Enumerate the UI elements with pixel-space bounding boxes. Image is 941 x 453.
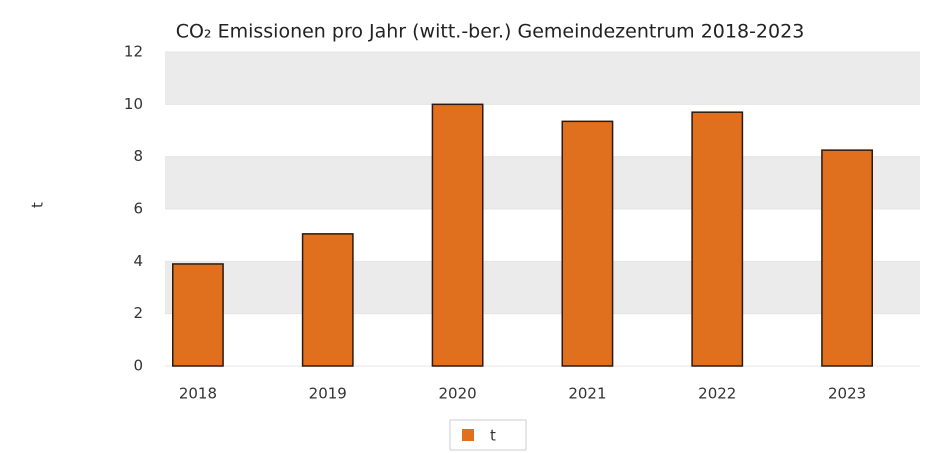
chart-title: CO₂ Emissionen pro Jahr (witt.-ber.) Gem… bbox=[176, 21, 805, 43]
grid-band bbox=[165, 261, 920, 314]
bar bbox=[301, 233, 354, 367]
x-tick-label: 2018 bbox=[179, 385, 217, 403]
x-tick-label: 2021 bbox=[568, 385, 606, 403]
x-tick-label: 2020 bbox=[438, 385, 476, 403]
legend-box bbox=[449, 419, 527, 451]
legend-swatch bbox=[462, 429, 474, 441]
grid-band bbox=[165, 156, 920, 209]
x-tick-label: 2019 bbox=[309, 385, 347, 403]
y-axis-label: t bbox=[29, 202, 47, 208]
y-tick-label: 4 bbox=[133, 252, 143, 270]
y-tick-label: 8 bbox=[133, 147, 143, 165]
y-tick-label: 0 bbox=[133, 357, 143, 375]
y-tick-label: 2 bbox=[133, 304, 143, 322]
y-tick-label: 10 bbox=[124, 95, 143, 113]
bar bbox=[691, 111, 744, 367]
y-tick-label: 6 bbox=[133, 200, 143, 218]
legend-label: t bbox=[490, 427, 496, 445]
bar bbox=[561, 120, 614, 367]
x-tick-label: 2023 bbox=[828, 385, 866, 403]
x-tick-label: 2022 bbox=[698, 385, 736, 403]
bar bbox=[431, 103, 484, 367]
bar bbox=[821, 149, 874, 367]
bar bbox=[172, 263, 224, 367]
y-tick-label: 12 bbox=[124, 43, 143, 61]
grid-band bbox=[165, 52, 920, 105]
